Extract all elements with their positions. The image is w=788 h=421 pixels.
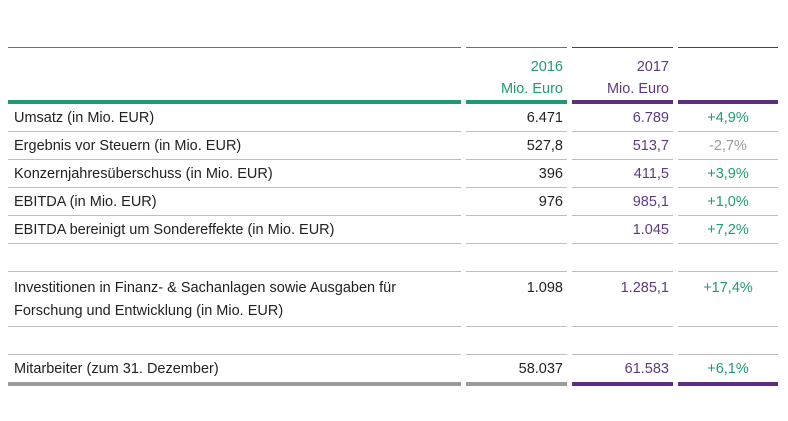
unit-2017: Mio. Euro — [606, 81, 669, 97]
table-row: Konzernjahresüberschuss (in Mio. EUR) 396… — [8, 160, 778, 188]
change: +4,9% — [678, 104, 778, 132]
spacer-row — [8, 244, 778, 272]
value-2017: 1.285,1 — [572, 272, 673, 327]
value-2016: 976 — [466, 188, 567, 216]
row-label: Mitarbeiter (zum 31. Dezember) — [8, 355, 461, 386]
top-rule — [8, 47, 778, 48]
value-2017: 6.789 — [572, 104, 673, 132]
table-row: Ergebnis vor Steuern (in Mio. EUR) 527,8 5… — [8, 132, 778, 160]
change: +3,9% — [678, 160, 778, 188]
table-row: EBITDA (in Mio. EUR) 976 985,1 +1,0% — [8, 188, 778, 216]
unit-2016: Mio. Euro — [500, 81, 563, 97]
table-row: Umsatz (in Mio. EUR) 6.471 6.789 +4,9% — [8, 104, 778, 132]
change: -2,7% — [678, 132, 778, 160]
value-2017: 513,7 — [572, 132, 673, 160]
change: +7,2% — [678, 216, 778, 244]
value-2016: 527,8 — [466, 132, 567, 160]
value-2016 — [466, 216, 567, 244]
value-2017: 985,1 — [572, 188, 673, 216]
value-2017: 1.045 — [572, 216, 673, 244]
header-row: 2016 Mio. Euro 2017 Mio. Euro — [8, 48, 778, 104]
value-2016: 58.037 — [466, 355, 567, 386]
table-row: Mitarbeiter (zum 31. Dezember) 58.037 61.5… — [8, 355, 778, 386]
table-row: EBITDA bereinigt um Sondereffekte (in Mi… — [8, 216, 778, 244]
value-2017: 411,5 — [572, 160, 673, 188]
spacer-row — [8, 327, 778, 355]
value-2016: 396 — [466, 160, 567, 188]
year-2017: 2017 — [636, 59, 669, 75]
row-label: EBITDA bereinigt um Sondereffekte (in Mi… — [8, 216, 461, 244]
year-2016: 2016 — [530, 59, 563, 75]
row-label: Investitionen in Finanz- & Sachanlagen s… — [8, 272, 461, 327]
key-figures-table: 2016 Mio. Euro 2017 Mio. Euro Umsatz (in M… — [8, 47, 778, 386]
value-2016: 1.098 — [466, 272, 567, 327]
change: +17,4% — [678, 272, 778, 327]
value-2016: 6.471 — [466, 104, 567, 132]
table-row: Investitionen in Finanz- & Sachanlagen s… — [8, 272, 778, 327]
row-label: Umsatz (in Mio. EUR) — [8, 104, 461, 132]
row-label: EBITDA (in Mio. EUR) — [8, 188, 461, 216]
row-label: Konzernjahresüberschuss (in Mio. EUR) — [8, 160, 461, 188]
change: +1,0% — [678, 188, 778, 216]
change: +6,1% — [678, 355, 778, 386]
row-label: Ergebnis vor Steuern (in Mio. EUR) — [8, 132, 461, 160]
value-2017: 61.583 — [572, 355, 673, 386]
